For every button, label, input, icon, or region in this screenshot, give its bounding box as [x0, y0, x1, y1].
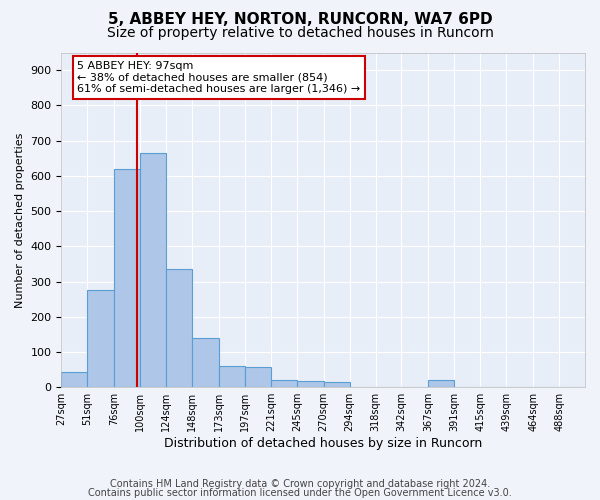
- Text: Size of property relative to detached houses in Runcorn: Size of property relative to detached ho…: [107, 26, 493, 40]
- Text: Contains public sector information licensed under the Open Government Licence v3: Contains public sector information licen…: [88, 488, 512, 498]
- Bar: [428, 380, 454, 387]
- Text: 5, ABBEY HEY, NORTON, RUNCORN, WA7 6PD: 5, ABBEY HEY, NORTON, RUNCORN, WA7 6PD: [107, 12, 493, 28]
- Bar: [245, 367, 271, 387]
- X-axis label: Distribution of detached houses by size in Runcorn: Distribution of detached houses by size …: [164, 437, 482, 450]
- Bar: [140, 153, 166, 387]
- Bar: [271, 380, 297, 387]
- Bar: [166, 269, 192, 387]
- Bar: [219, 366, 245, 387]
- Bar: [115, 169, 140, 387]
- Bar: [297, 381, 324, 387]
- Bar: [324, 382, 350, 387]
- Bar: [192, 338, 219, 387]
- Text: 5 ABBEY HEY: 97sqm
← 38% of detached houses are smaller (854)
61% of semi-detach: 5 ABBEY HEY: 97sqm ← 38% of detached hou…: [77, 61, 361, 94]
- Bar: [61, 372, 88, 387]
- Bar: [88, 290, 115, 387]
- Y-axis label: Number of detached properties: Number of detached properties: [15, 132, 25, 308]
- Text: Contains HM Land Registry data © Crown copyright and database right 2024.: Contains HM Land Registry data © Crown c…: [110, 479, 490, 489]
